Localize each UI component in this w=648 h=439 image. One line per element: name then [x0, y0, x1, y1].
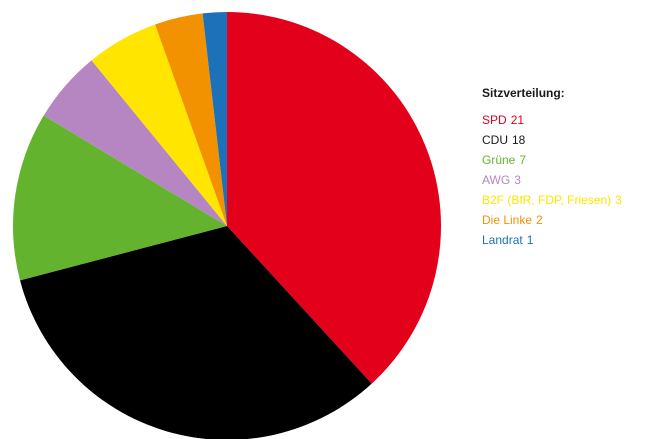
legend-item-1: CDU 18: [482, 130, 622, 150]
legend-label: Landrat: [482, 233, 523, 247]
legend-label: B2F (BfR, FDP, Friesen): [482, 193, 612, 207]
legend-value: 18: [512, 133, 526, 147]
pie-slice-0: [227, 12, 441, 384]
legend-label: CDU: [482, 133, 508, 147]
legend-label: SPD: [482, 113, 507, 127]
legend-label: Grüne: [482, 153, 516, 167]
pie-slice-4: [91, 24, 227, 226]
legend-label: Die Linke: [482, 213, 533, 227]
legend-value: 1: [526, 233, 534, 247]
legend-value: 7: [519, 153, 527, 167]
legend-value: 21: [510, 113, 525, 127]
legend-item-2: Grüne 7: [482, 150, 622, 170]
pie-chart: [13, 12, 441, 439]
pie-slice-6: [202, 12, 227, 226]
legend-item-0: SPD 21: [482, 110, 622, 130]
legend-list: SPD 21 CDU 18 Grüne 7 AWG 3 B2F (BfR, FDP, Fries…: [482, 110, 622, 250]
legend-item-3: AWG 3: [482, 170, 622, 190]
legend-value: 3: [615, 193, 622, 207]
legend-title: Sitzverteilung:: [482, 86, 565, 100]
legend: Sitzverteilung: SPD 21 CDU 18 Grüne 7 AWG 3 B2F …: [482, 86, 622, 250]
pie-slice-2: [13, 115, 227, 281]
legend-value: 2: [536, 213, 543, 227]
legend-item-4: B2F (BfR, FDP, Friesen) 3: [482, 190, 622, 210]
pie-slice-5: [155, 13, 227, 226]
legend-item-6: Landrat 1: [482, 230, 622, 250]
legend-item-5: Die Linke 2: [482, 210, 622, 230]
legend-value: 3: [514, 173, 521, 187]
legend-label: AWG: [482, 173, 511, 187]
pie-slice-1: [20, 226, 372, 439]
pie-slice-3: [43, 60, 228, 226]
